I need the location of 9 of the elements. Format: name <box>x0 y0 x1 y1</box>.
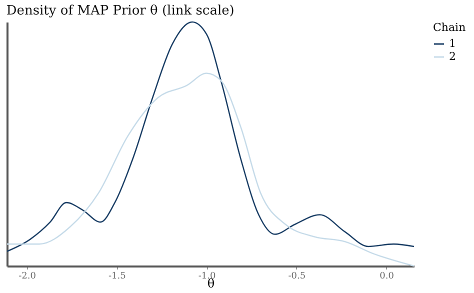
x-tick-label: -1.5 <box>108 272 126 282</box>
chart-title: Density of MAP Prior θ (link scale) <box>6 3 234 18</box>
x-axis-title: θ <box>207 276 215 290</box>
legend-title: Chain <box>433 21 466 34</box>
x-tick-label: -2.0 <box>18 272 36 282</box>
x-tick-label: -0.5 <box>288 272 306 282</box>
legend-label: 2 <box>449 50 456 63</box>
legend-label: 1 <box>449 37 456 50</box>
x-tick-label: 0.0 <box>380 272 394 282</box>
